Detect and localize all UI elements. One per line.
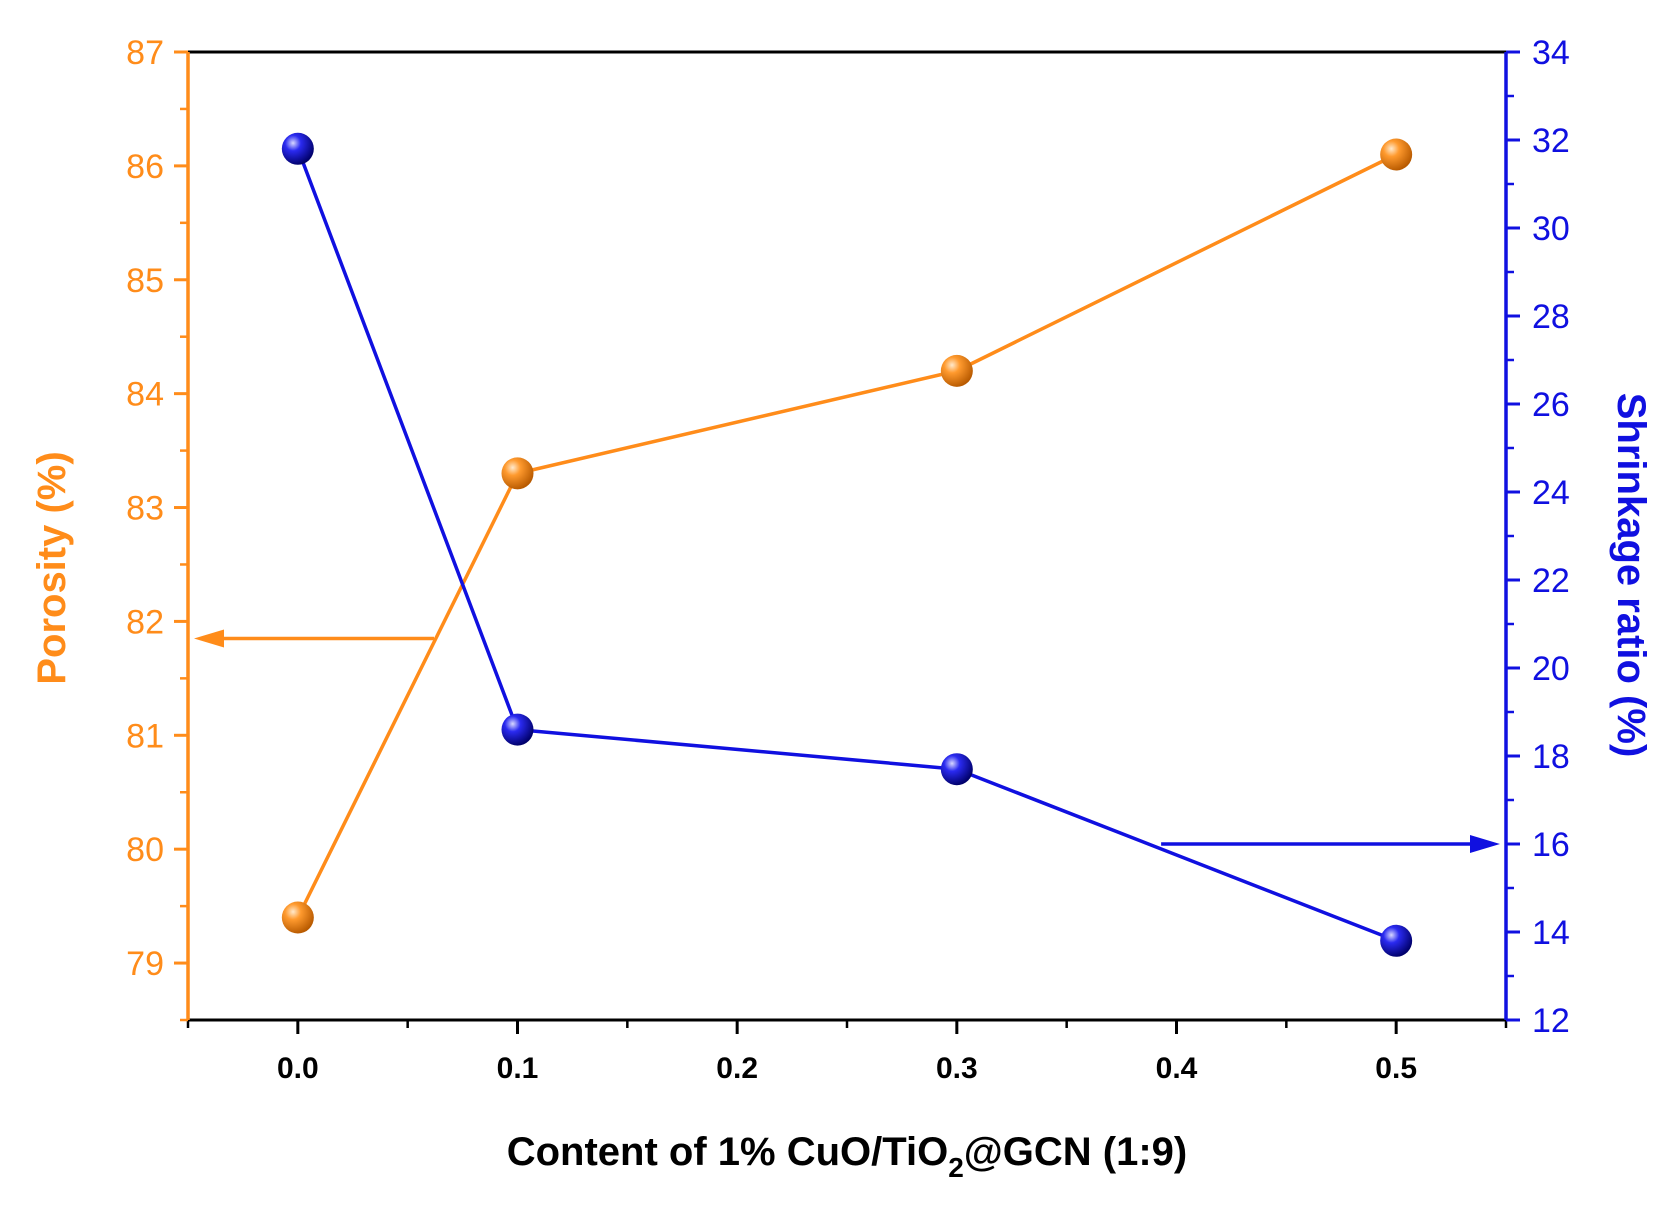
series-layer <box>194 132 1500 957</box>
porosity-point <box>1380 138 1413 171</box>
x-tick-label: 0.3 <box>936 1052 978 1085</box>
x-tick-label: 0.4 <box>1156 1052 1198 1085</box>
porosity-axis-arrow-head <box>194 629 224 648</box>
right-tick-label: 26 <box>1532 386 1570 424</box>
porosity-point <box>940 354 973 387</box>
right-tick-label: 16 <box>1532 826 1570 864</box>
right-y-axis-title: Shrinkage ratio (%) <box>1609 393 1653 758</box>
right-tick-label: 22 <box>1532 562 1570 600</box>
right-tick-label: 12 <box>1532 1002 1570 1040</box>
x-tick-label: 0.1 <box>497 1052 539 1085</box>
left-tick-label: 86 <box>126 148 164 186</box>
porosity-line <box>296 152 1397 919</box>
plot-area <box>188 52 1506 1020</box>
right-tick-label: 18 <box>1532 738 1570 776</box>
right-tick-label: 14 <box>1532 914 1570 952</box>
x-tick-label: 0.2 <box>716 1052 758 1085</box>
porosity-point <box>501 457 534 490</box>
shrinkage-point <box>501 713 534 746</box>
left-tick-label: 81 <box>126 717 164 755</box>
right-tick-label: 20 <box>1532 650 1570 688</box>
right-tick-label: 34 <box>1532 34 1570 72</box>
left-tick-label: 79 <box>126 945 164 983</box>
porosity-point <box>281 901 314 934</box>
shrinkage-point <box>281 132 314 165</box>
right-tick-label: 32 <box>1532 122 1570 160</box>
left-tick-label: 85 <box>126 262 164 300</box>
ticks-layer: 0.0 0.1 0.2 0.3 0.4 0.5 79 80 81 82 83 84 85 86 87 12 14… <box>126 34 1570 1085</box>
left-tick-label: 82 <box>126 603 164 641</box>
shrinkage-point <box>1380 924 1413 957</box>
x-tick-label: 0.5 <box>1375 1052 1417 1085</box>
left-tick-label: 84 <box>126 376 164 414</box>
left-tick-label: 83 <box>126 490 164 528</box>
shrinkage-point <box>940 753 973 786</box>
right-tick-label: 24 <box>1532 474 1570 512</box>
right-tick-label: 28 <box>1532 298 1570 336</box>
left-y-axis-title: Porosity (%) <box>30 451 74 684</box>
x-axis-title: Content of 1% CuO/TiO2@GCN (1:9) <box>507 1130 1188 1183</box>
shrinkage-axis-arrow-head <box>1470 835 1500 853</box>
x-tick-label: 0.0 <box>277 1052 319 1085</box>
shrinkage-line <box>296 148 1397 943</box>
left-tick-label: 80 <box>126 831 164 869</box>
left-tick-label: 87 <box>126 34 164 72</box>
right-tick-label: 30 <box>1532 210 1570 248</box>
